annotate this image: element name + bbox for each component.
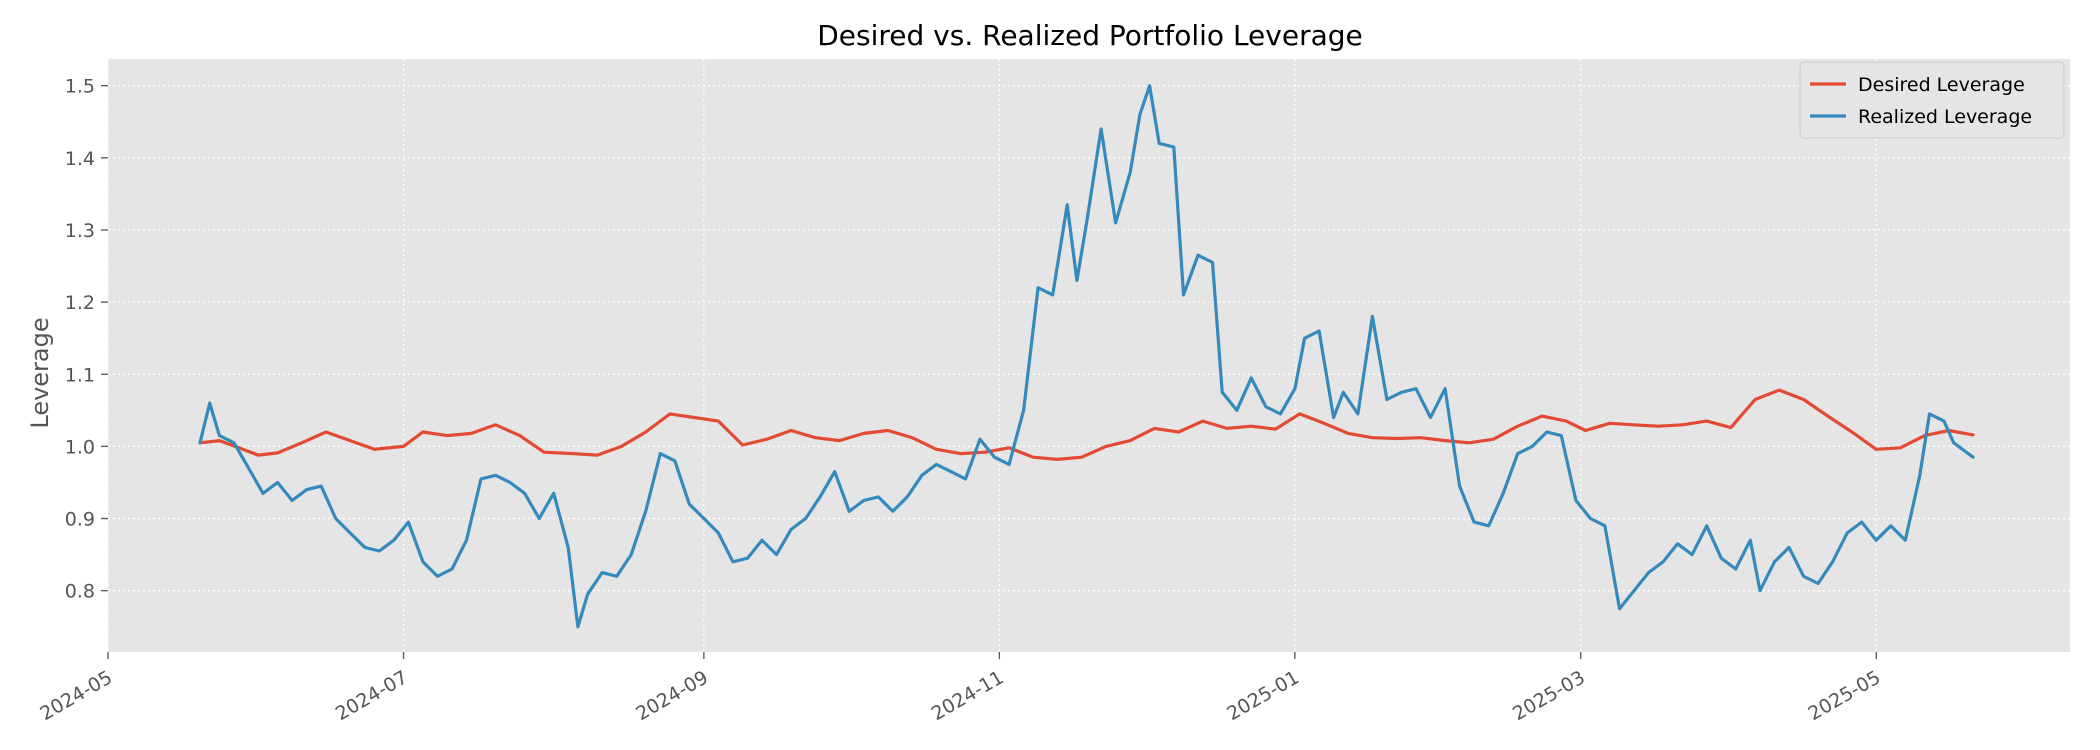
y-axis-label: Leverage [26, 317, 54, 428]
y-axis-ticks: 0.8 0.9 1.0 1.1 1.2 1.3 1.4 1.5 [65, 76, 108, 603]
x-tick-label: 2025-05 [1805, 666, 1885, 725]
legend-entry-label: Realized Leverage [1858, 106, 2032, 128]
legend-box [1799, 61, 2065, 139]
legend: Desired Leverage Realized Leverage [1799, 61, 2065, 139]
y-tick-label: 1.0 [65, 436, 95, 458]
series-line-desired-leverage [198, 388, 1975, 461]
series-layer [198, 84, 1975, 629]
chart-title: Desired vs. Realized Portfolio Leverage [817, 19, 1363, 52]
legend-entry-label: Desired Leverage [1858, 74, 2025, 96]
series-line-realized-leverage [198, 84, 1975, 629]
y-tick-label: 0.9 [65, 509, 95, 531]
x-tick-label: 2025-01 [1223, 666, 1303, 725]
x-tick-label: 2025-03 [1509, 666, 1589, 725]
plot-background [108, 59, 2070, 652]
y-tick-label: 1.2 [65, 292, 95, 314]
x-tick-label: 2024-11 [928, 666, 1008, 725]
x-tick-label: 2024-05 [36, 666, 116, 725]
x-axis-ticks: 2024-05 2024-07 2024-09 2024-11 2025-01 2025-… [36, 652, 1884, 725]
x-tick-label: 2024-07 [332, 666, 412, 725]
grid-lines [107, 59, 2070, 652]
y-tick-label: 1.3 [65, 220, 95, 242]
y-tick-label: 1.5 [65, 76, 95, 98]
y-tick-label: 1.4 [65, 148, 95, 170]
y-tick-label: 0.8 [65, 581, 95, 603]
x-tick-label: 2024-09 [632, 666, 712, 725]
y-tick-label: 1.1 [65, 364, 95, 386]
